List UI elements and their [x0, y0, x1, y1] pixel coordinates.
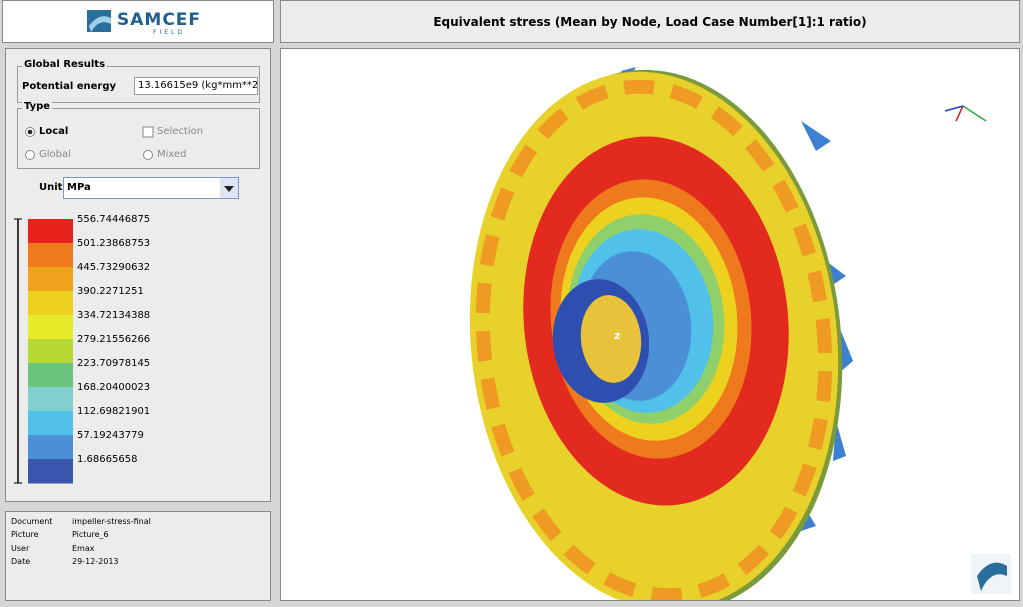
legend-band	[28, 267, 73, 292]
radio-dot	[27, 129, 33, 135]
legend-band	[28, 459, 73, 484]
info-value: Emax	[72, 543, 95, 553]
info-value: 29-12-2013	[72, 556, 119, 566]
legend-label: 1.68665658	[77, 454, 137, 465]
type-group: Type Local Selection Global Mixed	[17, 101, 260, 169]
legend-label: 112.69821901	[77, 406, 150, 417]
info-value: impeller-stress-final	[72, 517, 151, 526]
logo-panel: SAMCEF FIELD	[2, 0, 274, 43]
title-bar: Equivalent stress (Mean by Node, Load Ca…	[280, 0, 1020, 43]
model-view: z	[469, 67, 1011, 607]
legend-band	[28, 387, 73, 412]
results-panel: Global Results Potential energy 13.16615…	[5, 48, 271, 502]
legend-band	[28, 363, 73, 388]
legend-label: 334.72134388	[77, 310, 150, 321]
field-value[interactable]: 13.16615e9 (kg*mm**2)/(s**2)	[134, 77, 258, 95]
legend-band	[28, 339, 73, 364]
radio-ring	[25, 150, 35, 160]
view-title: Equivalent stress (Mean by Node, Load Ca…	[433, 15, 867, 29]
info-value: Picture_6	[72, 530, 109, 540]
legend-label: 445.73290632	[77, 262, 150, 273]
info-panel: Document impeller-stress-final Picture Pict…	[5, 511, 271, 601]
legend-band	[28, 435, 73, 460]
info-label: User	[11, 543, 30, 553]
logo-subtext: FIELD	[153, 29, 185, 36]
info-label: Date	[11, 556, 31, 566]
legend-band	[28, 243, 73, 268]
option-label: Global	[39, 149, 71, 160]
legend-label: 57.19243779	[77, 430, 144, 441]
legend-label: 279.21556266	[77, 334, 150, 345]
unit-label: Unit :	[39, 182, 70, 193]
legend-label: 556.74446875	[77, 214, 150, 225]
viewport[interactable]: z	[280, 48, 1020, 607]
radio-icon	[25, 127, 35, 137]
color-legend: 556.74446875 501.23868753 445.73290632 390.…	[14, 214, 150, 484]
checkbox-icon	[142, 126, 154, 138]
legend-band	[28, 411, 73, 436]
legend-label: 501.23868753	[77, 238, 150, 249]
checkbox-box	[142, 126, 154, 138]
legend-label: 168.20400023	[77, 382, 150, 393]
option-label: Local	[39, 126, 69, 137]
radio-icon	[25, 150, 35, 160]
info-label: Picture	[11, 530, 39, 540]
option-label: Selection	[157, 126, 204, 137]
legend-band	[28, 291, 73, 316]
logo-icon	[87, 10, 111, 32]
radio-ring	[143, 150, 153, 160]
group-title: Type	[22, 101, 53, 112]
legend-band	[28, 315, 73, 340]
unit-value: MPa	[67, 182, 91, 193]
legend-band	[28, 219, 73, 244]
option-label: Mixed	[157, 149, 187, 160]
svg-text:z: z	[614, 329, 620, 342]
legend-label: 390.2271251	[77, 286, 144, 297]
info-label: Document	[11, 517, 53, 526]
field-label: Potential energy	[22, 81, 117, 92]
radio-icon	[143, 150, 153, 160]
dropdown-arrow	[220, 178, 238, 198]
group-title: Global Results	[22, 59, 108, 70]
unit-dropdown[interactable]: MPa	[63, 177, 239, 199]
legend-label: 223.70978145	[77, 358, 150, 369]
logo-text: SAMCEF	[117, 10, 202, 30]
global-results-group: Global Results Potential energy 13.16615…	[17, 59, 260, 103]
